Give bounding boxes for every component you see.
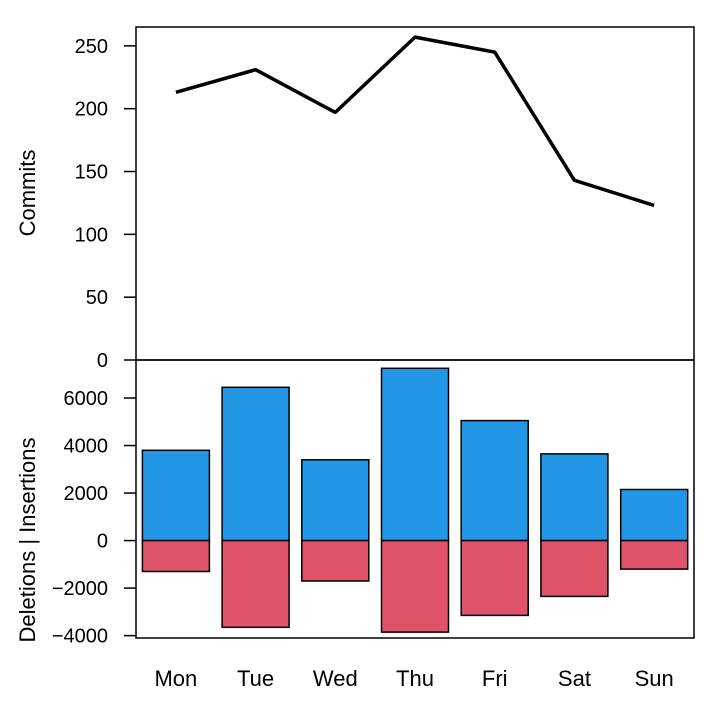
deletions-bar [460,539,529,617]
deletions-bar [301,539,370,582]
commits-y-tick-label: 200 [75,99,108,121]
commits-y-tick-label: 250 [75,36,108,58]
day-label: Sun [635,666,674,691]
day-label: Wed [313,666,358,691]
day-label: Thu [396,666,434,691]
commits-panel: 0 50 100 150 200 250 Commits [15,26,695,372]
changes-bars [141,367,689,633]
changes-y-tick-label: −2000 [52,578,108,600]
day-label: Mon [154,666,197,691]
insertions-bar [221,386,290,542]
changes-y-tick-label: 6000 [64,388,109,410]
changes-panel: −4000 −2000 0 2000 4000 6000 Deletions | Inse… [15,359,695,691]
insertions-bar [141,449,211,542]
day-x-axis: Mon Tue Wed Thu Fri Sat Sun [154,666,673,691]
commits-y-tick-label: 150 [75,162,108,184]
commits-y-axis: 0 50 100 150 200 250 [75,36,136,372]
commits-y-tick-label: 50 [86,287,108,309]
commits-y-tick-label: 100 [75,224,108,246]
day-label: Sat [558,666,591,691]
changes-plot-frame [135,359,695,639]
deletions-bar [619,539,689,570]
insertions-bar [460,419,529,542]
deletions-bar [141,539,211,573]
commits-plot-frame [135,26,695,361]
insertions-bar [301,459,370,542]
changes-y-axis-label: Deletions | Insertions [15,437,40,642]
commits-y-axis-label: Commits [15,150,40,237]
deletions-bar [380,539,450,633]
deletions-bar [221,539,290,629]
changes-y-axis: −4000 −2000 0 2000 4000 6000 [52,388,136,648]
deletions-bar [540,539,609,598]
day-label: Fri [482,666,508,691]
commits-series-line [175,35,655,208]
insertions-bar [380,367,450,542]
changes-y-tick-label: 2000 [64,483,109,505]
day-label: Tue [237,666,274,691]
changes-y-tick-label: 4000 [64,436,109,458]
changes-y-tick-label: 0 [97,531,108,553]
commits-y-tick-label: 0 [97,350,108,372]
insertions-bar [619,488,689,542]
changes-y-tick-label: −4000 [52,626,108,648]
insertions-bar [540,453,609,542]
